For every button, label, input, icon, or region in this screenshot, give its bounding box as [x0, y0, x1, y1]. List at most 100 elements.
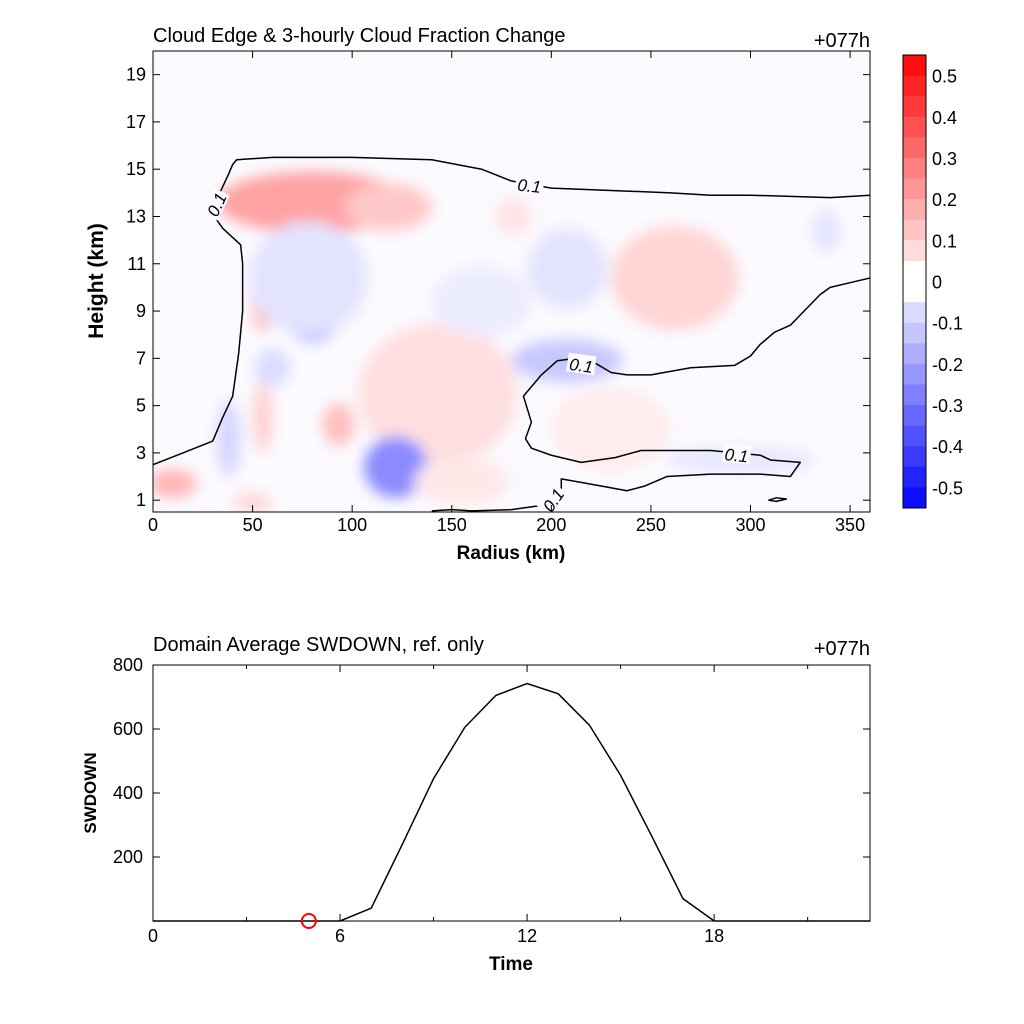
- colorbar-tick-label: -0.5: [932, 478, 963, 498]
- x-tick-label: 50: [243, 515, 263, 535]
- colorbar-segment: [903, 384, 926, 406]
- anomaly-blob: [153, 469, 197, 498]
- x-tick-label: 6: [335, 926, 345, 946]
- colorbar-segment: [903, 75, 926, 97]
- x-tick-label: 350: [835, 515, 865, 535]
- colorbar-tick-label: 0.1: [932, 231, 957, 251]
- swdown-panel: Domain Average SWDOWN, ref. only +077h 0…: [81, 634, 871, 975]
- contour-label-backdrop: [200, 187, 230, 221]
- colorbar-segment: [903, 96, 926, 118]
- x-tick-label: 300: [735, 515, 765, 535]
- anomaly-blob: [216, 400, 241, 477]
- line-y-axis: 200 400 600 800: [113, 655, 870, 867]
- line-plot-frame: [152, 664, 871, 922]
- anomaly-blob: [358, 322, 518, 465]
- y-tick-label: 200: [113, 847, 143, 867]
- y-tick-label: 9: [136, 301, 146, 321]
- colorbar-segment: [903, 446, 926, 468]
- heatmap-time-label: +077h: [814, 30, 870, 52]
- contour-line: [431, 277, 870, 512]
- contour-label-text: 0.1: [724, 445, 749, 466]
- colorbar-segment: [903, 322, 926, 344]
- colorbar-tick-label: 0: [932, 273, 942, 293]
- colorbar-segment: [903, 363, 926, 385]
- x-tick-label: 0: [148, 515, 158, 535]
- colorbar-segment: [903, 425, 926, 447]
- anomaly-blob: [252, 381, 273, 453]
- colorbar-tick-label: 0.3: [932, 149, 957, 169]
- x-tick-label: 12: [517, 926, 537, 946]
- y-tick-label: 5: [136, 396, 146, 416]
- contour-line: [768, 497, 788, 503]
- colorbar-tick-label: 0.5: [932, 67, 957, 87]
- y-tick-label: 400: [113, 783, 143, 803]
- y-tick-label: 600: [113, 719, 143, 739]
- colorbar-segment: [903, 240, 926, 262]
- anomaly-blob: [232, 493, 273, 512]
- anomaly-blob: [322, 403, 355, 446]
- colorbar-segment: [903, 116, 926, 138]
- heatmap-frame: [152, 50, 871, 513]
- contour-label: 0.1: [514, 173, 545, 197]
- anomaly-blob: [511, 339, 624, 382]
- y-tick-label: 11: [127, 254, 146, 274]
- contour-line: [153, 156, 870, 466]
- colorbar-segment: [903, 157, 926, 180]
- contour-label-backdrop: [566, 352, 597, 376]
- anomaly-blob: [812, 209, 841, 252]
- colorbar-segment: [903, 260, 926, 303]
- contour-label-backdrop: [721, 442, 752, 465]
- colorbar-tick-label: -0.4: [932, 437, 963, 457]
- anomaly-blob: [611, 225, 739, 330]
- contour-label: 0.1: [721, 442, 752, 466]
- line-x-label: Time: [489, 954, 533, 975]
- colorbar-segment: [903, 405, 926, 427]
- colorbar-segment: [903, 487, 926, 509]
- colorbar-segment: [903, 466, 926, 488]
- swdown-series-line: [153, 682, 870, 922]
- x-tick-label: 200: [536, 515, 566, 535]
- contour-label-backdrop: [536, 482, 568, 517]
- y-tick-label: 15: [126, 159, 146, 179]
- colorbar-segment: [903, 343, 926, 365]
- anomaly-blob: [254, 348, 291, 387]
- colorbar-segment: [903, 178, 926, 200]
- colorbar-segment: [903, 219, 926, 241]
- contour-label: 0.1: [566, 352, 597, 377]
- y-tick-label: 19: [126, 65, 146, 85]
- line-title: Domain Average SWDOWN, ref. only: [153, 634, 484, 656]
- x-tick-label: 18: [704, 926, 724, 946]
- colorbar-segment: [903, 137, 926, 159]
- contour-labels: 0.10.10.10.10.1: [200, 173, 752, 517]
- heatmap-x-axis: 0 50 100 150 200 250 300 350: [148, 51, 865, 535]
- colorbar-tick-label: 0.4: [932, 108, 957, 128]
- cloud-fraction-panel: Cloud Edge & 3-hourly Cloud Fraction Cha…: [85, 25, 963, 564]
- x-tick-label: 0: [148, 926, 158, 946]
- heatmap-title: Cloud Edge & 3-hourly Cloud Fraction Cha…: [153, 25, 565, 47]
- y-tick-label: 3: [136, 443, 146, 463]
- line-time-label: +077h: [814, 638, 870, 660]
- anomaly-blob: [431, 266, 532, 338]
- colorbar-tick-label: 0.2: [932, 190, 957, 210]
- anomaly-blob: [344, 183, 432, 231]
- colorbar-tick-label: -0.3: [932, 396, 963, 416]
- y-tick-label: 13: [126, 206, 146, 226]
- anomaly-blob: [495, 197, 532, 236]
- colorbar-frame: [902, 54, 927, 509]
- y-tick-label: 17: [126, 112, 146, 132]
- colorbar: 0.5 0.4 0.3 0.2 0.1 0 -0.1 -0.2 -0.3 -0.4 -0.5: [902, 54, 963, 509]
- contour-lines: [153, 156, 870, 512]
- heatmap-x-label: Radius (km): [457, 543, 566, 564]
- y-tick-label: 7: [136, 348, 146, 368]
- y-tick-label: 800: [113, 655, 143, 675]
- y-tick-label: 1: [136, 490, 146, 510]
- anomaly-blob: [527, 228, 608, 309]
- colorbar-segment: [903, 199, 926, 221]
- current-time-marker: [300, 913, 317, 929]
- line-y-label: SWDOWN: [81, 752, 100, 833]
- x-tick-label: 250: [636, 515, 666, 535]
- colorbar-segment: [903, 302, 926, 324]
- line-x-axis: 0 6 12 18: [148, 665, 809, 946]
